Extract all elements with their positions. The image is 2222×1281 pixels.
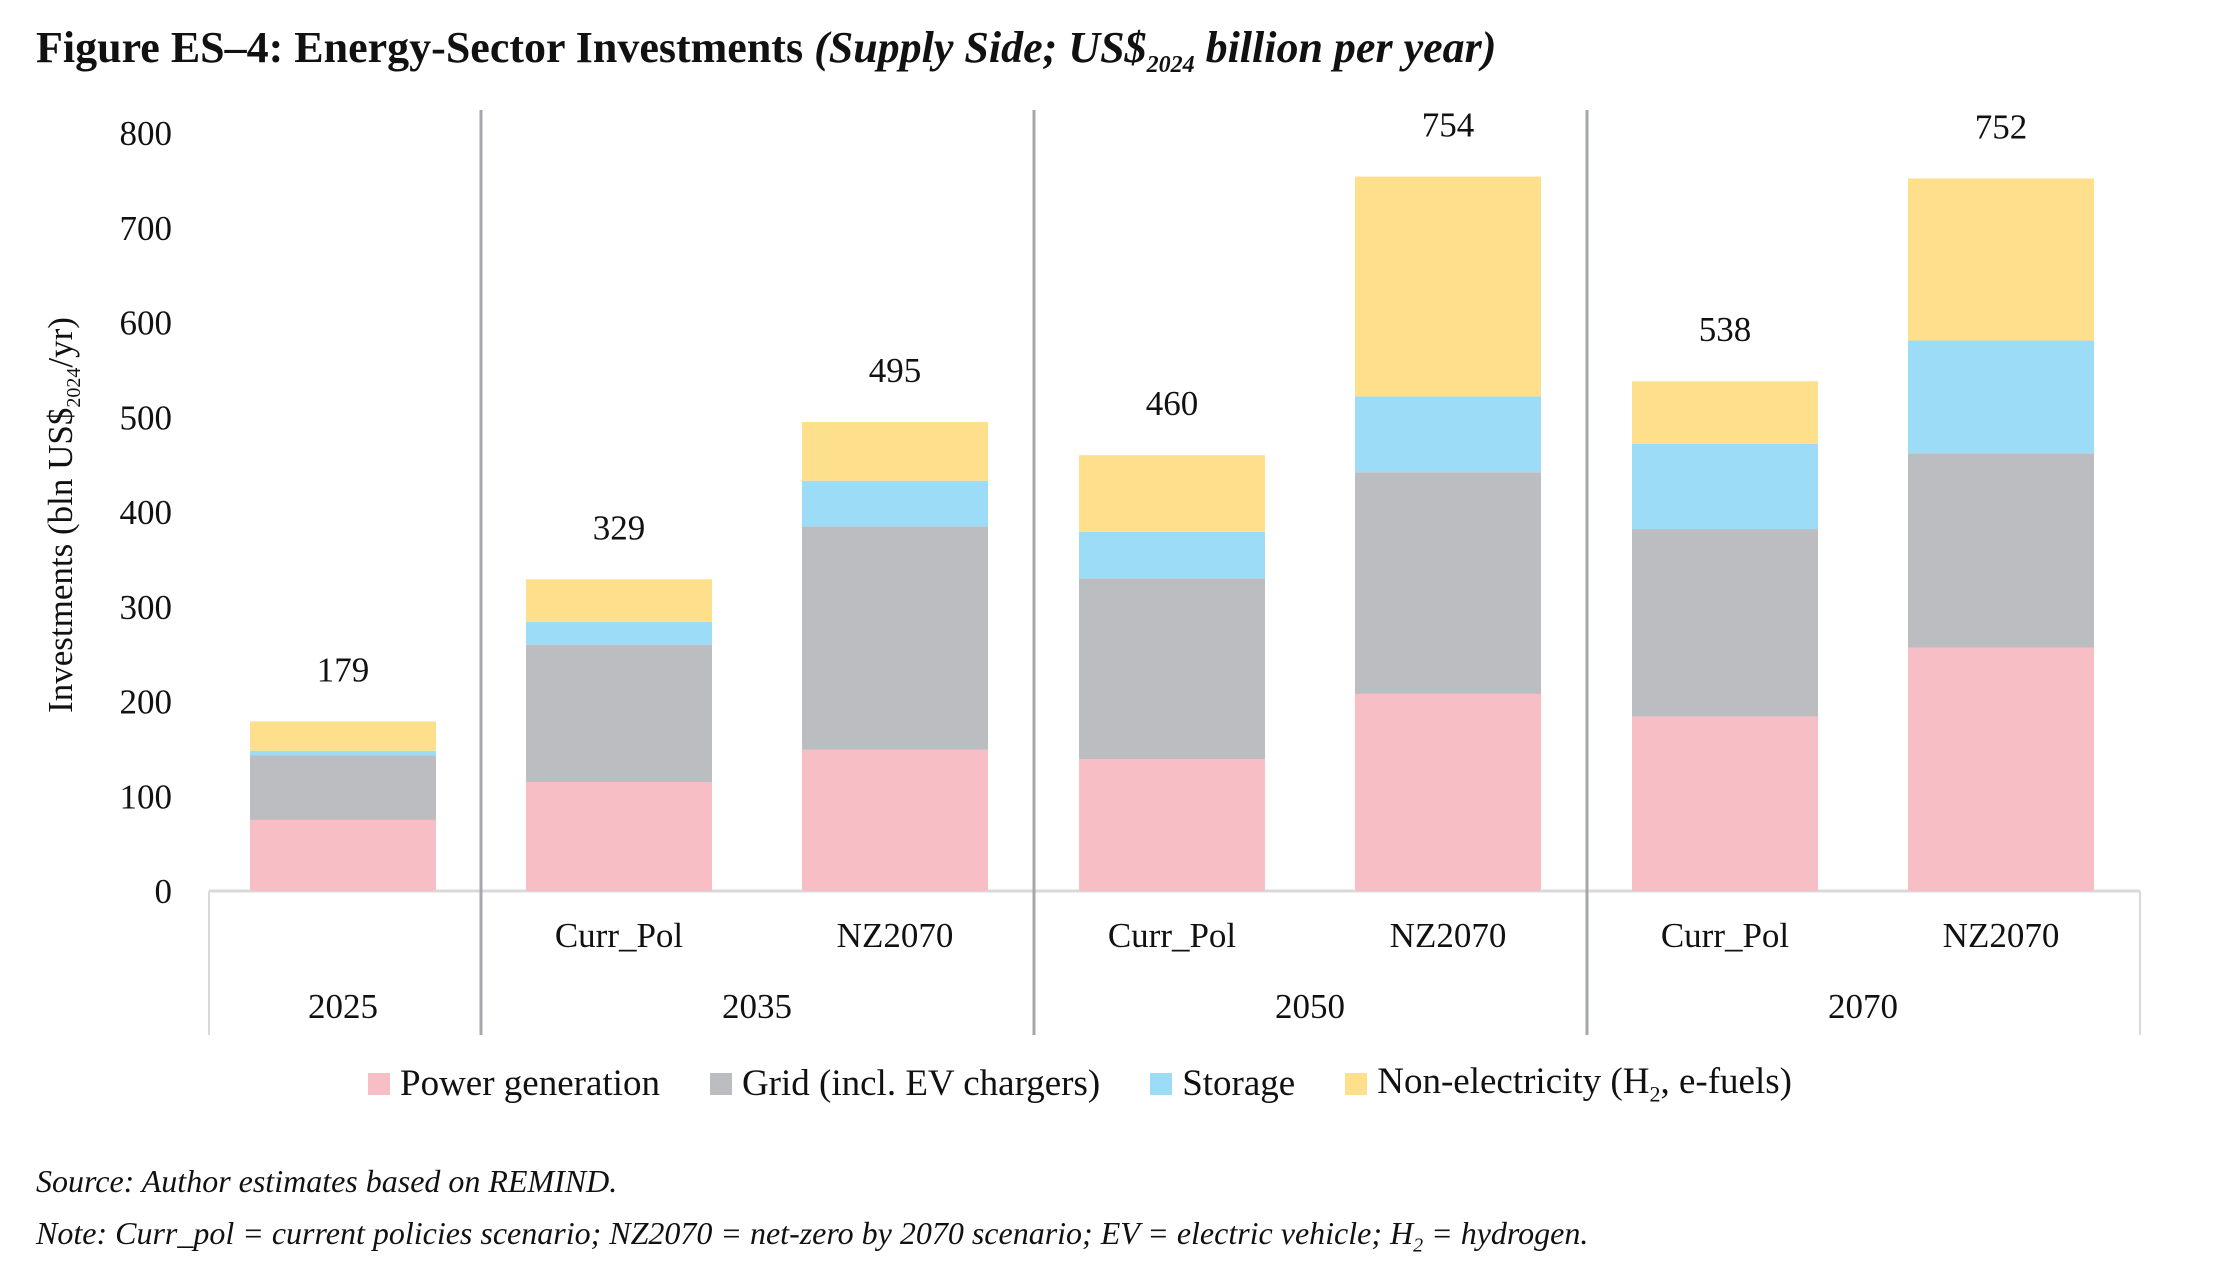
x-group-label: 2070 bbox=[1828, 987, 1898, 1026]
abbreviation-note: Note: Curr_pol = current policies scenar… bbox=[36, 1215, 1588, 1257]
bar-segment-grid bbox=[1908, 453, 2094, 648]
bar-segment-power-generation bbox=[1908, 647, 2094, 891]
y-axis-label-part: Investments (bln US$ bbox=[41, 408, 80, 713]
bar-segment-grid bbox=[250, 755, 436, 820]
bar-segment-power-generation bbox=[802, 749, 988, 891]
bar-total-label: 460 bbox=[1146, 384, 1199, 423]
legend-swatch-power-generation bbox=[368, 1072, 390, 1095]
bar-segment-non-electricity bbox=[1632, 381, 1818, 444]
y-tick-label: 0 bbox=[155, 872, 173, 911]
bar-segment-power-generation bbox=[1079, 759, 1265, 891]
y-tick-label: 400 bbox=[120, 493, 173, 532]
bar-total-label: 754 bbox=[1422, 106, 1475, 145]
bar-segment-power-generation bbox=[1355, 693, 1541, 891]
y-tick-label: 700 bbox=[120, 209, 173, 248]
legend-label-sub: 2 bbox=[1649, 1081, 1661, 1107]
legend-label-pre: Non-electricity (H bbox=[1377, 1061, 1650, 1102]
note-pre: Note: Curr_pol = current policies scenar… bbox=[36, 1215, 1414, 1251]
y-tick-label: 300 bbox=[120, 588, 173, 627]
bar-segment-grid bbox=[1079, 578, 1265, 760]
x-group-label: 2025 bbox=[308, 987, 378, 1026]
bar-segment-grid bbox=[1355, 472, 1541, 694]
chart-legend: Power generation Grid (incl. EV chargers… bbox=[368, 1060, 1842, 1107]
legend-swatch-non-electricity bbox=[1345, 1072, 1368, 1095]
figure-title-bold: Figure ES–4: Energy-Sector Investments bbox=[36, 23, 804, 72]
legend-label-post: , e-fuels) bbox=[1660, 1061, 1792, 1102]
bar-total-label: 329 bbox=[593, 508, 646, 547]
title-units-post: billion per year) bbox=[1194, 23, 1497, 72]
note-sub: 2 bbox=[1413, 1234, 1424, 1257]
legend-label: Power generation bbox=[400, 1063, 660, 1105]
y-tick-label: 600 bbox=[120, 304, 173, 343]
y-axis-label: Investments (bln US$2024/yr) bbox=[41, 317, 85, 713]
source-note: Source: Author estimates based on REMIND… bbox=[36, 1163, 618, 1199]
bar-segment-grid bbox=[802, 526, 988, 750]
bar-total-label: 179 bbox=[317, 650, 370, 689]
legend-item-power-generation: Power generation bbox=[368, 1062, 660, 1105]
bar-segment-grid bbox=[1632, 529, 1818, 717]
legend-label: Storage bbox=[1182, 1063, 1296, 1105]
x-group-label: 2035 bbox=[722, 987, 792, 1026]
bar-segment-storage bbox=[526, 621, 712, 645]
bar-segment-non-electricity bbox=[526, 579, 712, 622]
y-axis-label-part: /yr) bbox=[41, 317, 80, 368]
x-category-label: Curr_Pol bbox=[1108, 916, 1237, 955]
bar-segment-non-electricity bbox=[250, 721, 436, 751]
y-tick-label: 200 bbox=[120, 683, 173, 722]
bar-segment-storage bbox=[1632, 443, 1818, 530]
legend-swatch-grid bbox=[709, 1072, 732, 1095]
y-tick-label: 100 bbox=[120, 777, 173, 816]
x-category-label: NZ2070 bbox=[1943, 916, 2060, 955]
y-tick-label: 800 bbox=[120, 114, 173, 153]
bar-segment-non-electricity bbox=[1355, 176, 1541, 397]
note-post: = hydrogen. bbox=[1423, 1215, 1589, 1251]
bar-segment-storage bbox=[250, 750, 436, 756]
x-category-label: Curr_Pol bbox=[555, 916, 684, 955]
x-category-label: Curr_Pol bbox=[1661, 916, 1790, 955]
bar-total-label: 752 bbox=[1975, 107, 2028, 146]
title-units-pre: (Supply Side; US$ bbox=[814, 23, 1147, 72]
legend-label: Non-electricity (H2, e-fuels) bbox=[1377, 1060, 1792, 1107]
x-category-label: NZ2070 bbox=[837, 916, 954, 955]
bar-segment-non-electricity bbox=[802, 421, 988, 481]
bar-segment-storage bbox=[1355, 396, 1541, 473]
bar-segment-storage bbox=[1079, 531, 1265, 579]
legend-item-non-electricity: Non-electricity (H2, e-fuels) bbox=[1345, 1060, 1792, 1107]
stacked-bar-chart: 0 100 200 300 400 500 600 700 800 Investments (bl… bbox=[41, 106, 2141, 1035]
y-tick-label: 500 bbox=[120, 398, 173, 437]
legend-item-storage: Storage bbox=[1150, 1062, 1295, 1105]
legend-label: Grid (incl. EV chargers) bbox=[741, 1063, 1101, 1105]
figure-title: Figure ES–4: Energy-Sector Investments (… bbox=[36, 22, 1496, 79]
y-axis-label-part: 2024 bbox=[63, 368, 85, 408]
title-units-sub: 2024 bbox=[1146, 52, 1195, 78]
x-group-label: 2050 bbox=[1275, 987, 1345, 1026]
bar-segment-power-generation bbox=[1632, 716, 1818, 891]
bar-segment-power-generation bbox=[250, 819, 436, 891]
legend-swatch-storage bbox=[1150, 1072, 1173, 1095]
bar-segment-non-electricity bbox=[1079, 455, 1265, 532]
bar-total-label: 538 bbox=[1699, 310, 1752, 349]
legend-item-grid: Grid (incl. EV chargers) bbox=[709, 1062, 1101, 1105]
bar-segment-storage bbox=[802, 480, 988, 527]
bar-segment-non-electricity bbox=[1908, 178, 2094, 341]
bar-segment-power-generation bbox=[526, 782, 712, 891]
bar-segment-storage bbox=[1908, 340, 2094, 454]
figure-title-units: (Supply Side; US$2024 billion per year) bbox=[814, 23, 1497, 78]
bar-total-label: 495 bbox=[869, 351, 922, 390]
x-category-label: NZ2070 bbox=[1390, 916, 1507, 955]
bar-segment-grid bbox=[526, 644, 712, 783]
